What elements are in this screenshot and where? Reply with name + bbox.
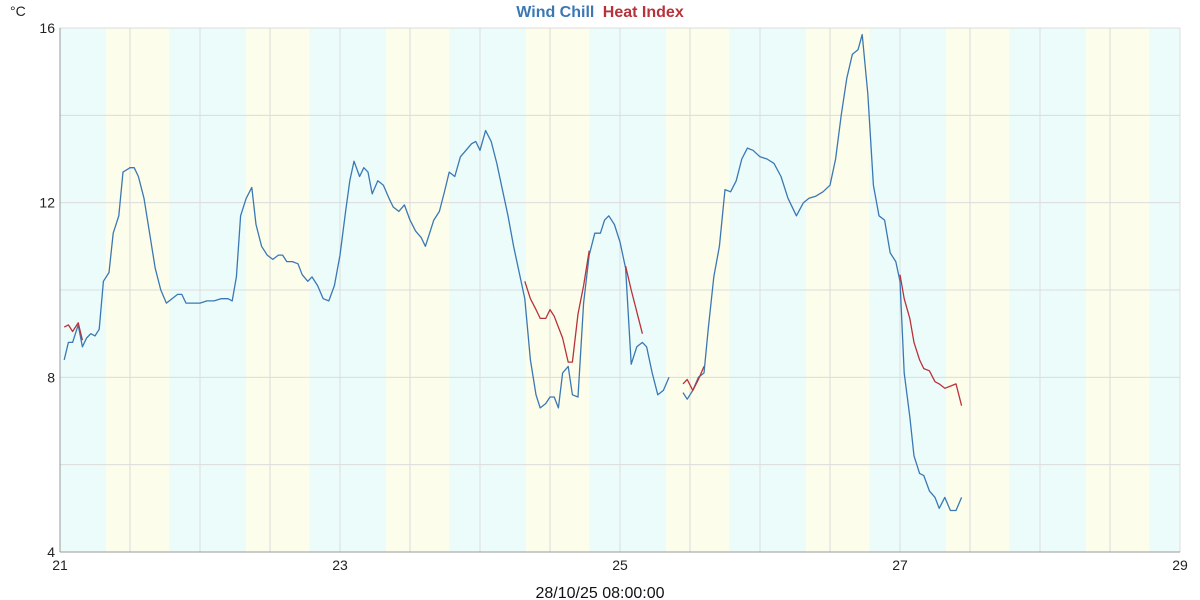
heat-index-line-segment	[899, 274, 963, 406]
x-tick-label: 21	[52, 557, 68, 573]
x-tick-label: 27	[892, 557, 908, 573]
y-tick-label: 4	[47, 544, 55, 560]
series-layer	[63, 33, 963, 512]
title-wind-chill: Wind Chill	[516, 4, 594, 21]
heat-index-line-segment	[682, 366, 705, 392]
heat-index-line-segment	[524, 250, 590, 363]
y-tick-label: 12	[39, 195, 55, 211]
wind-chill-line-segment	[682, 33, 963, 512]
heat-index-line-segment	[624, 265, 644, 334]
heat-index-line-segment	[63, 322, 84, 341]
axes: 21 23 25 27 29 4 8 12 16	[39, 20, 1188, 573]
y-tick-label: 8	[47, 369, 55, 385]
timestamp-footer: 28/10/25 08:00:00	[535, 585, 664, 600]
y-tick-label: 16	[39, 20, 55, 36]
chart-title: Wind Chill Heat Index	[516, 4, 684, 21]
title-heat-index: Heat Index	[603, 4, 684, 21]
x-tick-label: 25	[612, 557, 628, 573]
y-axis-unit-label: °C	[10, 3, 26, 19]
wind-chill-line-segment	[63, 129, 670, 409]
x-tick-label: 29	[1172, 557, 1188, 573]
x-tick-label: 23	[332, 557, 348, 573]
